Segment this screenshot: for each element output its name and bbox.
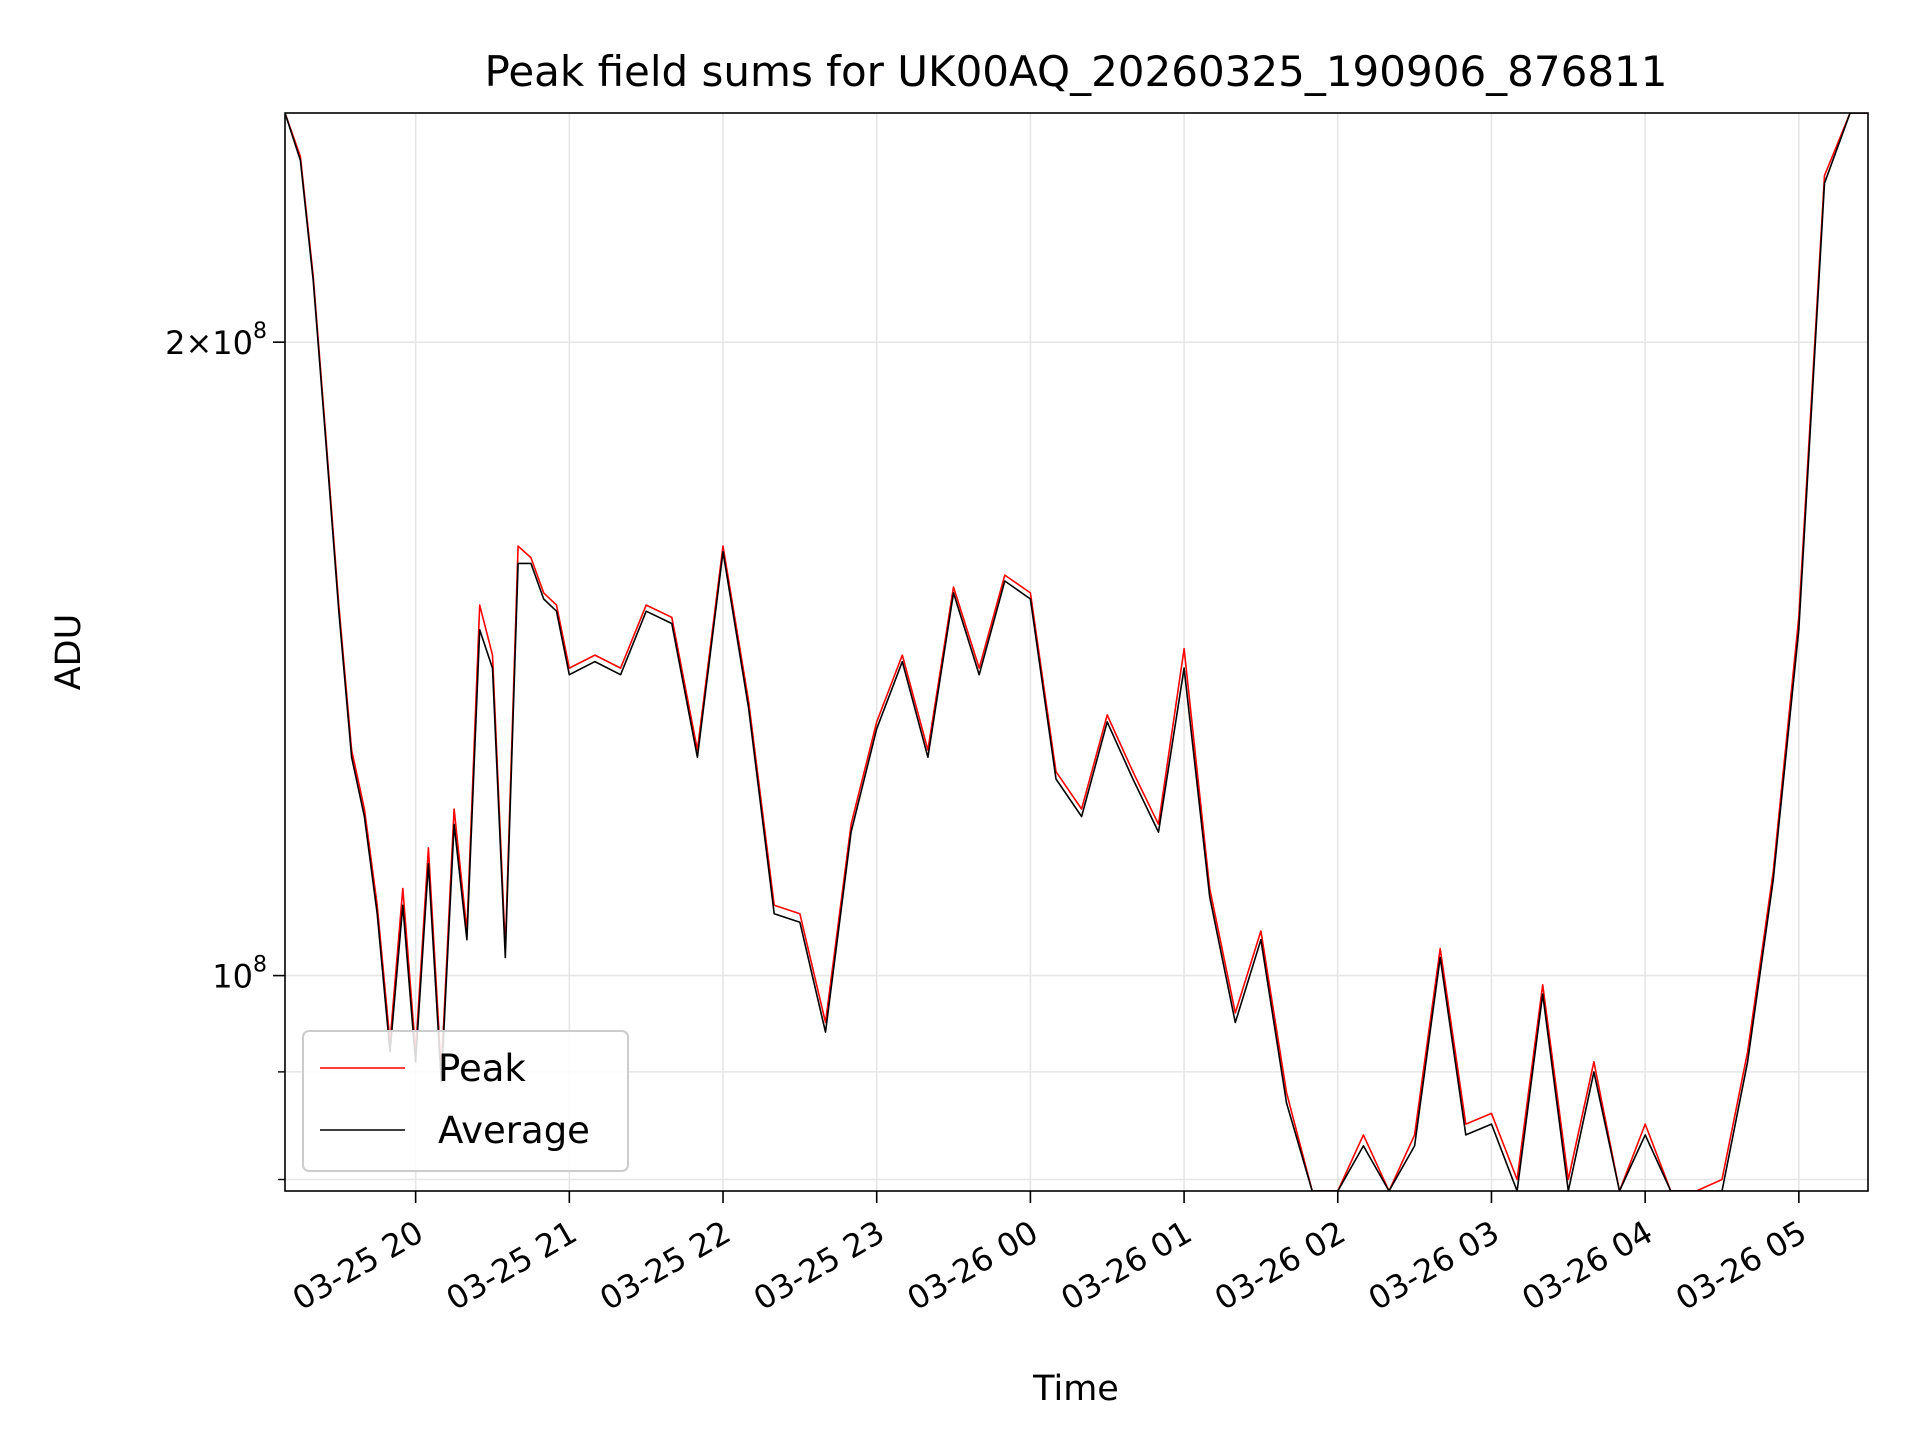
x-axis-label: Time	[1032, 1369, 1119, 1409]
legend-box	[302, 1030, 629, 1172]
grid	[285, 113, 1868, 1191]
legend-peak-label: Peak	[438, 1047, 526, 1090]
plot-frame	[284, 112, 1869, 1192]
y-axis: 2×108 108	[165, 319, 285, 1181]
y-tick-label: 2×108	[165, 319, 267, 362]
legend-average-label: Average	[438, 1109, 590, 1152]
legend: Peak Average	[302, 1030, 629, 1172]
y-axis-label: ADU	[49, 614, 89, 691]
chart-title: Peak field sums for UK00AQ_20260325_1909…	[484, 47, 1667, 96]
y-tick-label: 108	[212, 953, 267, 996]
